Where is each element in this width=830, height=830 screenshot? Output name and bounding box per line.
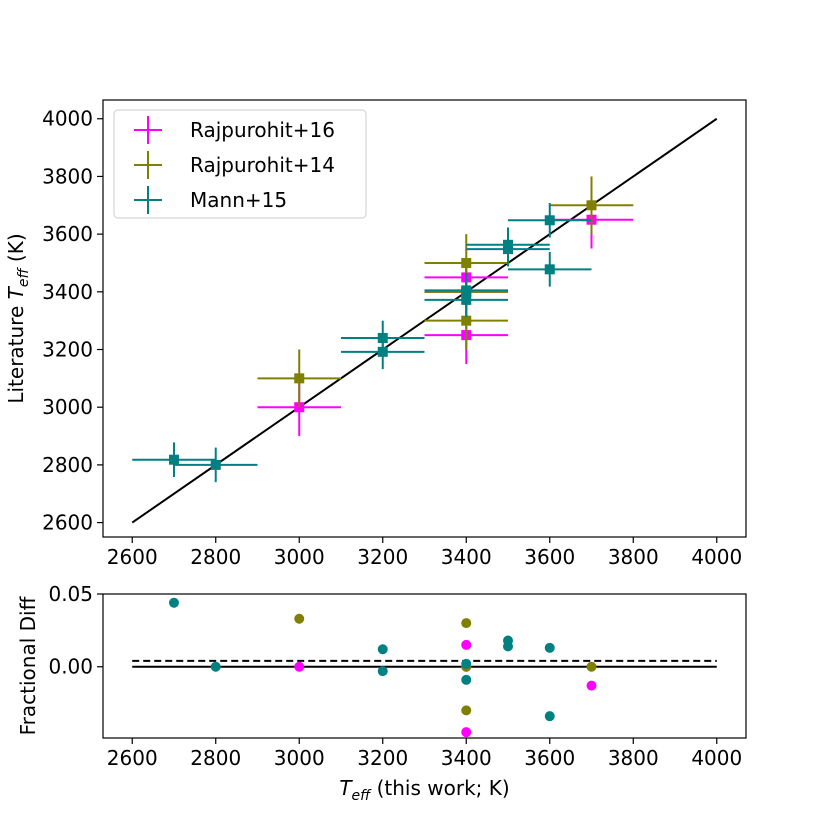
series-mann-15 <box>132 202 592 483</box>
y-tick-label: 3600 <box>42 222 93 246</box>
x-tick-label: 2600 <box>107 746 158 770</box>
main-panel: 2600 2800 3000 3200 3400 3600 3800 4000 2600 2800… <box>4 99 747 569</box>
y-tick-label: 0.00 <box>48 655 93 679</box>
x-tick-label: 2800 <box>190 746 241 770</box>
data-point <box>294 373 305 384</box>
x-tick-label: 4000 <box>691 545 742 569</box>
residual-point <box>461 674 472 685</box>
y-label-prefix: Literature <box>4 299 28 403</box>
main-y-axis-label: Literature Teff (K) <box>4 233 32 403</box>
series-rajpurohit-16 <box>257 190 634 437</box>
data-point <box>377 346 388 357</box>
series-rajpurohit-14 <box>257 176 634 408</box>
x-tick-label: 3200 <box>357 545 408 569</box>
y-tick-label: 3400 <box>42 280 93 304</box>
residual-point <box>377 644 388 655</box>
data-point <box>544 215 555 226</box>
y-tick-label: 2600 <box>42 511 93 535</box>
residual-point <box>544 642 555 653</box>
y-tick-label: 0.05 <box>48 582 93 606</box>
x-label-suffix: (this work; K) <box>370 776 509 800</box>
residual-y-axis-label: Fractional Diff <box>16 595 40 735</box>
residual-x-axis: 2600 2800 3000 3200 3400 3600 3800 4000 <box>107 738 742 770</box>
residual-point <box>210 661 221 672</box>
x-tick-label: 3000 <box>274 545 325 569</box>
residual-point <box>377 666 388 677</box>
x-label-variable: T <box>339 776 353 800</box>
y-label-suffix: (K) <box>4 233 28 268</box>
residual-point <box>503 641 514 652</box>
legend-label: Mann+15 <box>190 188 287 212</box>
residual-panel: 2600 2800 3000 3200 3400 3600 3800 4000 0.00 0.05… <box>16 582 747 804</box>
legend-box <box>113 109 367 219</box>
x-tick-label: 3400 <box>441 746 492 770</box>
data-point <box>544 264 555 275</box>
x-tick-label: 3800 <box>608 545 659 569</box>
residual-point <box>461 639 472 650</box>
residual-point <box>461 705 472 716</box>
residual-series-rajpurohit-16 <box>294 639 597 738</box>
residual-point <box>294 613 305 624</box>
data-point <box>461 315 472 326</box>
legend: Rajpurohit+16 Rajpurohit+14 Mann+15 <box>113 109 367 219</box>
x-tick-label: 4000 <box>691 746 742 770</box>
residual-series-mann-15 <box>168 597 555 722</box>
y-label-variable: T <box>4 285 28 299</box>
main-plot-frame <box>102 99 747 538</box>
y-tick-label: 3200 <box>42 338 93 362</box>
residual-series-rajpurohit-14 <box>294 613 597 716</box>
y-label-subscript: eff <box>16 267 32 288</box>
data-point <box>586 200 597 211</box>
residual-y-axis: 0.00 0.05 <box>48 582 103 679</box>
y-tick-label: 4000 <box>42 107 93 131</box>
x-tick-label: 2800 <box>190 545 241 569</box>
x-tick-label: 3600 <box>524 545 575 569</box>
data-point <box>503 244 514 255</box>
residual-point <box>168 597 179 608</box>
data-point <box>168 454 179 465</box>
residual-point <box>586 661 597 672</box>
data-point <box>210 459 221 470</box>
residual-point <box>294 661 305 672</box>
x-tick-label: 3400 <box>441 545 492 569</box>
x-axis-label: Teff (this work; K) <box>339 776 509 804</box>
main-x-axis: 2600 2800 3000 3200 3400 3600 3800 4000 <box>107 537 742 569</box>
y-tick-label: 3800 <box>42 164 93 188</box>
residual-point <box>586 680 597 691</box>
x-tick-label: 3000 <box>274 746 325 770</box>
residual-plot-frame <box>102 593 747 739</box>
x-tick-label: 3200 <box>357 746 408 770</box>
residual-point <box>461 658 472 669</box>
main-y-axis: 2600 2800 3000 3200 3400 3600 3800 4000 <box>42 107 103 535</box>
legend-label: Rajpurohit+14 <box>190 153 335 177</box>
legend-label: Rajpurohit+16 <box>190 118 335 142</box>
residual-point <box>544 711 555 722</box>
residual-point <box>461 727 472 738</box>
x-tick-label: 3800 <box>608 746 659 770</box>
data-point <box>461 294 472 305</box>
y-tick-label: 3000 <box>42 395 93 419</box>
residual-point <box>461 618 472 629</box>
x-tick-label: 2600 <box>107 545 158 569</box>
y-tick-label: 2800 <box>42 453 93 477</box>
x-tick-label: 3600 <box>524 746 575 770</box>
x-label-subscript: eff <box>352 788 373 804</box>
